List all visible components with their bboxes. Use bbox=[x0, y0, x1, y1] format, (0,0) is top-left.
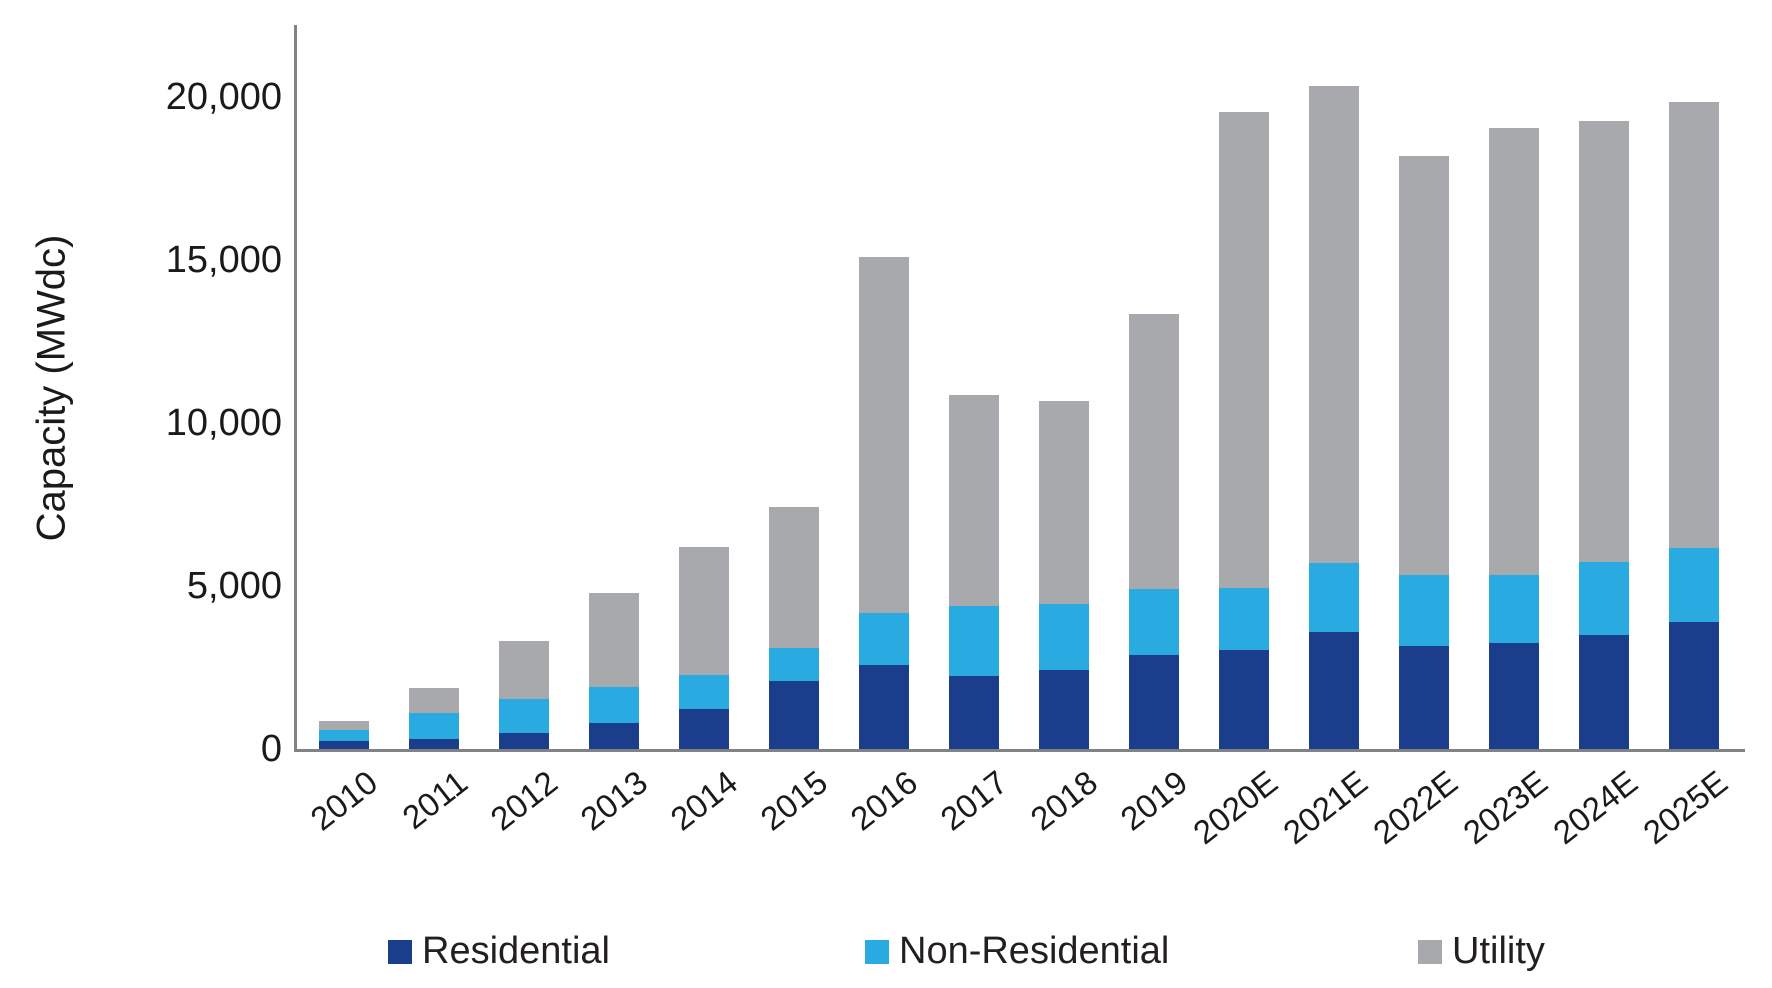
bar-segment-residential-2021e bbox=[1309, 631, 1359, 749]
bar-segment-non-residential-2016 bbox=[859, 613, 909, 665]
bar-segment-non-residential-2013 bbox=[589, 686, 639, 724]
bar-segment-utility-2011 bbox=[409, 688, 459, 714]
bar-segment-residential-2025e bbox=[1669, 621, 1719, 749]
y-axis-title: Capacity (MWdc) bbox=[29, 234, 74, 542]
legend-label: Residential bbox=[422, 930, 610, 972]
legend-item-residential: Residential bbox=[388, 930, 610, 973]
bar-segment-utility-2010 bbox=[319, 721, 369, 730]
bar-segment-non-residential-2022e bbox=[1399, 574, 1449, 647]
bar-segment-utility-2016 bbox=[859, 257, 909, 614]
legend-swatch-icon bbox=[1418, 939, 1442, 964]
bar-segment-non-residential-2019 bbox=[1129, 589, 1179, 655]
legend-label: Non-Residential bbox=[899, 930, 1170, 972]
legend-item-utility: Utility bbox=[1418, 930, 1545, 973]
legend-label: Utility bbox=[1452, 930, 1545, 972]
bar-segment-residential-2024e bbox=[1579, 634, 1629, 749]
bar-segment-utility-2022e bbox=[1399, 155, 1449, 575]
bar-segment-residential-2023e bbox=[1489, 643, 1539, 749]
bar-segment-utility-2019 bbox=[1129, 314, 1179, 590]
y-tick-label: 10,000 bbox=[165, 402, 282, 444]
bar-segment-non-residential-2025e bbox=[1669, 547, 1719, 622]
bar-segment-utility-2024e bbox=[1579, 121, 1629, 563]
bar-segment-residential-2018 bbox=[1039, 670, 1089, 749]
y-tick-label: 0 bbox=[260, 728, 282, 770]
bar-segment-residential-2012 bbox=[499, 733, 549, 749]
bar-segment-non-residential-2020e bbox=[1219, 587, 1269, 650]
legend: Residential Non-Residential Utility bbox=[0, 930, 1772, 988]
bar-segment-non-residential-2023e bbox=[1489, 574, 1539, 644]
bar-segment-residential-2022e bbox=[1399, 646, 1449, 749]
bar-segment-non-residential-2011 bbox=[409, 713, 459, 740]
bar-segment-utility-2020e bbox=[1219, 111, 1269, 588]
bar-segment-residential-2013 bbox=[589, 723, 639, 749]
bar-segment-utility-2013 bbox=[589, 593, 639, 687]
bar-segment-non-residential-2015 bbox=[769, 647, 819, 681]
bar-segment-residential-2015 bbox=[769, 680, 819, 749]
bar-segment-non-residential-2021e bbox=[1309, 563, 1359, 632]
bar-segment-utility-2018 bbox=[1039, 401, 1089, 604]
bar-segment-residential-2019 bbox=[1129, 654, 1179, 749]
legend-swatch-icon bbox=[865, 939, 889, 964]
bar-segment-residential-2014 bbox=[679, 708, 729, 749]
bar-segment-non-residential-2010 bbox=[319, 729, 369, 741]
bar-segment-utility-2023e bbox=[1489, 127, 1539, 575]
bar-segment-utility-2015 bbox=[769, 506, 819, 648]
bar-segment-utility-2025e bbox=[1669, 101, 1719, 548]
bar-segment-non-residential-2024e bbox=[1579, 562, 1629, 635]
bar-segment-utility-2017 bbox=[949, 395, 999, 606]
bar-segment-utility-2021e bbox=[1309, 85, 1359, 564]
bar-segment-non-residential-2017 bbox=[949, 605, 999, 676]
legend-item-non-residential: Non-Residential bbox=[865, 930, 1169, 973]
x-axis-line bbox=[294, 749, 1745, 752]
bar-segment-residential-2011 bbox=[409, 739, 459, 749]
legend-swatch-icon bbox=[388, 939, 412, 964]
bar-segment-non-residential-2014 bbox=[679, 675, 729, 709]
y-tick-label: 15,000 bbox=[165, 239, 282, 281]
y-tick-label: 20,000 bbox=[165, 76, 282, 118]
bar-segment-residential-2016 bbox=[859, 664, 909, 749]
bar-segment-utility-2012 bbox=[499, 640, 549, 699]
bar-segment-residential-2010 bbox=[319, 740, 369, 749]
bar-segment-residential-2020e bbox=[1219, 649, 1269, 749]
bar-segment-utility-2014 bbox=[679, 547, 729, 676]
y-axis-line bbox=[294, 25, 297, 751]
bar-segment-non-residential-2012 bbox=[499, 699, 549, 734]
bar-segment-residential-2017 bbox=[949, 675, 999, 749]
y-tick-label: 5,000 bbox=[186, 565, 282, 607]
bar-segment-non-residential-2018 bbox=[1039, 603, 1089, 671]
